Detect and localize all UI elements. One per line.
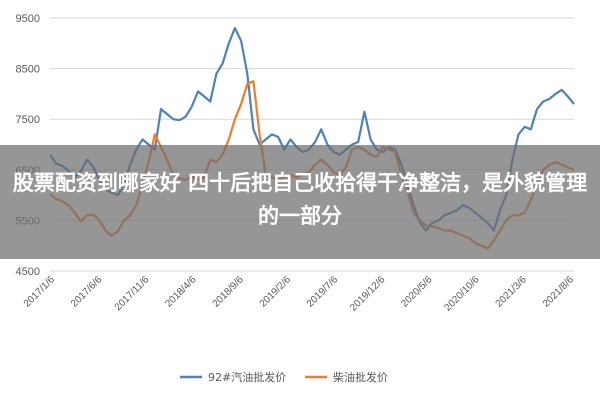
- y-tick-label: 4500: [16, 266, 40, 278]
- legend: 92#汽油批发价 柴油批发价: [180, 370, 388, 384]
- x-tick-label: 2021/8/6: [541, 274, 577, 310]
- x-axis-ticks: 2017/1/6 2017/6/6 2017/11/6 2018/4/6 2018/9/…: [22, 274, 577, 314]
- x-tick-label: 2017/6/6: [69, 274, 105, 310]
- y-tick-label: 8500: [16, 64, 40, 76]
- x-tick-label: 2019/12/6: [348, 274, 388, 314]
- caption-text: 股票配资到哪家好 四十后把自己收拾得干净整洁，是外貌管理的一部分: [12, 171, 588, 228]
- x-tick-label: 2018/4/6: [163, 274, 199, 310]
- x-tick-label: 2017/11/6: [113, 274, 152, 313]
- x-tick-label: 2019/2/6: [258, 274, 294, 310]
- x-tick-label: 2020/5/6: [399, 274, 435, 310]
- x-tick-label: 2017/1/6: [22, 274, 58, 310]
- x-tick-label: 2021/3/6: [494, 274, 530, 310]
- caption-overlay: 股票配资到哪家好 四十后把自己收拾得干净整洁，是外貌管理的一部分: [0, 145, 600, 259]
- legend-label: 92#汽油批发价: [208, 370, 286, 384]
- y-tick-label: 9500: [16, 13, 40, 25]
- y-tick-label: 7500: [16, 114, 40, 126]
- x-tick-label: 2018/9/6: [211, 274, 247, 310]
- x-tick-label: 2020/10/6: [443, 274, 483, 314]
- x-tick-label: 2019/7/6: [305, 274, 341, 310]
- legend-label: 柴油批发价: [333, 370, 388, 384]
